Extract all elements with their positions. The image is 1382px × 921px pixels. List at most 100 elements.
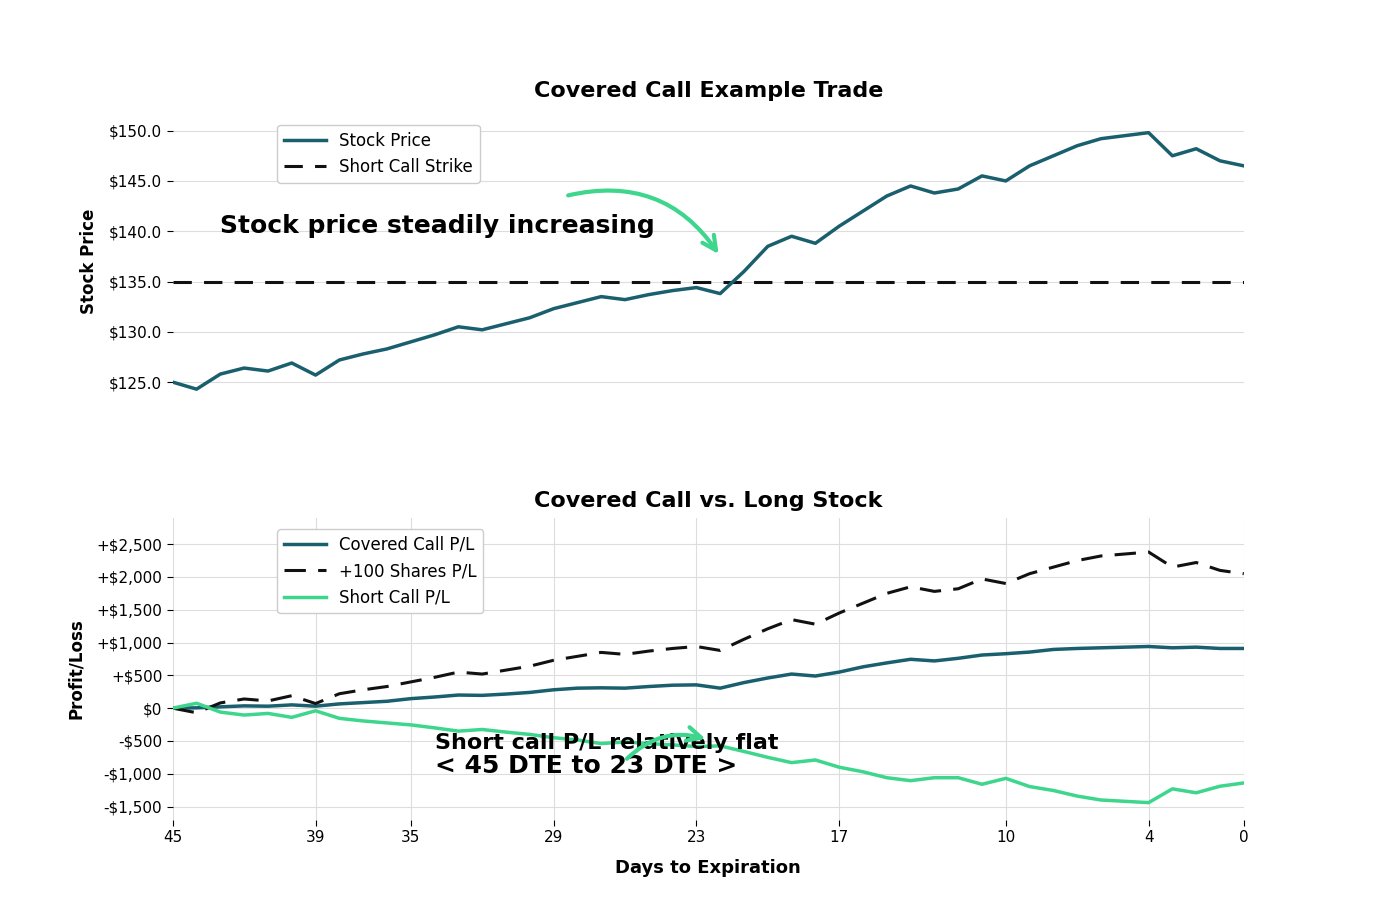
- Short Call P/L: [451, 726, 467, 737]
- Line: +100 Shares P/L: +100 Shares P/L: [173, 552, 1244, 713]
- +100 Shares P/L: [665, 643, 681, 654]
- Short Call P/L: [1140, 797, 1157, 808]
- Covered Call P/L: [593, 682, 609, 694]
- Covered Call P/L: [760, 672, 777, 683]
- Covered Call P/L: [1117, 642, 1133, 653]
- Short Call P/L: [926, 772, 943, 783]
- Short Call P/L: [854, 766, 871, 777]
- Covered Call P/L: [260, 701, 276, 712]
- Short Call P/L: [807, 754, 824, 765]
- Line: Short Call P/L: Short Call P/L: [173, 704, 1244, 802]
- +100 Shares P/L: [164, 703, 181, 714]
- Covered Call P/L: [926, 656, 943, 667]
- Covered Call P/L: [998, 648, 1014, 659]
- +100 Shares P/L: [474, 669, 491, 680]
- Short Call P/L: [1045, 785, 1061, 796]
- +100 Shares P/L: [926, 586, 943, 597]
- Covered Call P/L: [784, 669, 800, 680]
- Covered Call P/L: [1212, 643, 1229, 654]
- Covered Call P/L: [712, 682, 728, 694]
- +100 Shares P/L: [307, 698, 323, 709]
- Covered Call P/L: [1068, 643, 1085, 654]
- Short Call P/L: [831, 762, 847, 773]
- +100 Shares P/L: [1236, 568, 1252, 579]
- Short Call P/L: [998, 773, 1014, 784]
- Covered Call P/L: [332, 698, 348, 709]
- Covered Call P/L: [211, 701, 228, 712]
- Short Call P/L: [569, 734, 586, 745]
- +100 Shares P/L: [260, 695, 276, 706]
- +100 Shares P/L: [1021, 568, 1038, 579]
- +100 Shares P/L: [236, 694, 253, 705]
- +100 Shares P/L: [902, 581, 919, 592]
- Covered Call P/L: [283, 699, 300, 710]
- +100 Shares P/L: [1189, 557, 1205, 568]
- Short Call P/L: [1212, 781, 1229, 792]
- Short Call P/L: [211, 706, 228, 717]
- Legend: Stock Price, Short Call Strike: Stock Price, Short Call Strike: [278, 125, 480, 182]
- Covered Call P/L: [640, 681, 656, 692]
- Short Call P/L: [616, 737, 633, 748]
- +100 Shares P/L: [569, 651, 586, 662]
- +100 Shares P/L: [402, 676, 419, 687]
- +100 Shares P/L: [640, 646, 656, 657]
- Covered Call P/L: [1045, 644, 1061, 655]
- Covered Call P/L: [236, 700, 253, 711]
- +100 Shares P/L: [332, 688, 348, 699]
- Covered Call P/L: [426, 692, 442, 703]
- +100 Shares P/L: [521, 660, 538, 671]
- Short Call P/L: [760, 752, 777, 763]
- Y-axis label: Profit/Loss: Profit/Loss: [68, 618, 86, 719]
- +100 Shares P/L: [1093, 551, 1110, 562]
- Covered Call P/L: [355, 697, 372, 708]
- Short Call P/L: [735, 746, 752, 757]
- Covered Call P/L: [1164, 642, 1180, 653]
- +100 Shares P/L: [784, 614, 800, 625]
- Short Call P/L: [688, 741, 705, 752]
- +100 Shares P/L: [498, 665, 514, 676]
- Covered Call P/L: [974, 649, 991, 660]
- Title: Covered Call Example Trade: Covered Call Example Trade: [533, 81, 883, 100]
- Covered Call P/L: [1021, 647, 1038, 658]
- +100 Shares P/L: [712, 645, 728, 656]
- Short Call P/L: [593, 738, 609, 749]
- Covered Call P/L: [616, 682, 633, 694]
- Covered Call P/L: [1189, 642, 1205, 653]
- Covered Call P/L: [831, 667, 847, 678]
- Covered Call P/L: [879, 658, 896, 669]
- Short Call P/L: [283, 712, 300, 723]
- Covered Call P/L: [307, 701, 323, 712]
- Covered Call P/L: [807, 670, 824, 682]
- Covered Call P/L: [521, 687, 538, 698]
- Short Call P/L: [332, 713, 348, 724]
- Covered Call P/L: [379, 695, 395, 706]
- Legend: Covered Call P/L, +100 Shares P/L, Short Call P/L: Covered Call P/L, +100 Shares P/L, Short…: [278, 530, 484, 613]
- Short Call P/L: [1189, 787, 1205, 799]
- +100 Shares P/L: [1140, 546, 1157, 557]
- Short Call P/L: [260, 708, 276, 719]
- Covered Call P/L: [498, 689, 514, 700]
- X-axis label: Days to Expiration: Days to Expiration: [615, 859, 802, 877]
- Line: Covered Call P/L: Covered Call P/L: [173, 647, 1244, 708]
- Short Call P/L: [474, 724, 491, 735]
- Short Call P/L: [974, 779, 991, 790]
- +100 Shares P/L: [379, 681, 395, 692]
- Covered Call P/L: [949, 653, 966, 664]
- +100 Shares P/L: [211, 697, 228, 708]
- Covered Call P/L: [474, 690, 491, 701]
- Short Call P/L: [164, 703, 181, 714]
- +100 Shares P/L: [426, 671, 442, 682]
- Short Call P/L: [188, 698, 205, 709]
- Short Call P/L: [402, 719, 419, 730]
- +100 Shares P/L: [879, 588, 896, 599]
- Covered Call P/L: [735, 677, 752, 688]
- Covered Call P/L: [1093, 642, 1110, 653]
- Covered Call P/L: [188, 703, 205, 714]
- +100 Shares P/L: [688, 641, 705, 652]
- Short Call P/L: [640, 738, 656, 749]
- Short Call P/L: [379, 717, 395, 729]
- Short Call P/L: [521, 729, 538, 740]
- Short Call P/L: [498, 727, 514, 738]
- Short Call P/L: [1164, 784, 1180, 795]
- Covered Call P/L: [451, 690, 467, 701]
